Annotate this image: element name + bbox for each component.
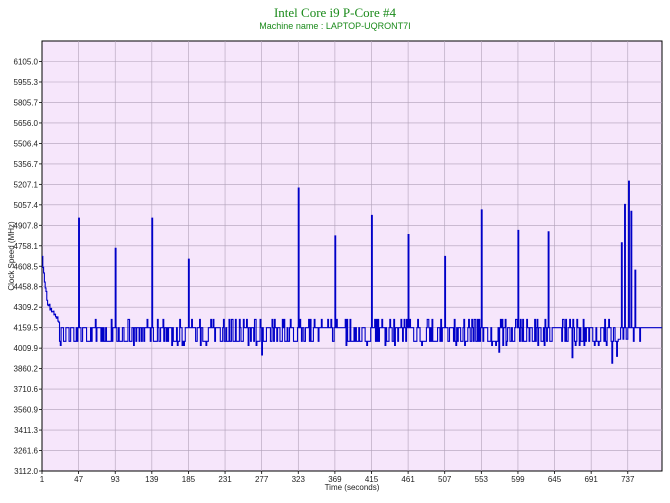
y-tick-label: 4758.1: [14, 242, 39, 251]
x-tick-label: 415: [365, 475, 379, 484]
y-tick-label: 4009.9: [14, 344, 39, 353]
chart-subtitle: Machine name : LAPTOP-UQRONT7I: [259, 21, 410, 31]
y-axis-ticks: 3112.0 3261.6 3411.3 3560.9 3710.6 3860.2 4009…: [14, 58, 42, 476]
x-tick-label: 553: [475, 475, 489, 484]
y-tick-label: 3261.6: [14, 447, 39, 456]
grid-lines: [42, 41, 662, 471]
y-tick-label: 4458.8: [14, 283, 39, 292]
x-tick-label: 461: [401, 475, 415, 484]
y-tick-label: 5207.1: [14, 180, 39, 189]
plot-area: [41, 40, 663, 472]
x-tick-label: 47: [74, 475, 83, 484]
y-tick-label: 3860.2: [14, 365, 39, 374]
y-tick-label: 5656.0: [14, 119, 39, 128]
y-tick-label: 3560.9: [14, 406, 39, 415]
x-tick-label: 507: [438, 475, 452, 484]
y-tick-label: 4907.8: [14, 221, 39, 230]
y-tick-label: 5356.7: [14, 160, 39, 169]
x-tick-label: 369: [328, 475, 342, 484]
y-tick-label: 3710.6: [14, 385, 39, 394]
x-tick-label: 93: [111, 475, 120, 484]
y-tick-label: 3411.3: [14, 426, 38, 435]
x-tick-label: 277: [255, 475, 269, 484]
x-tick-label: 231: [218, 475, 232, 484]
y-tick-label: 5506.4: [14, 139, 39, 148]
y-tick-label: 5955.3: [14, 78, 39, 87]
x-axis-title: Time (seconds): [325, 483, 380, 492]
x-axis-ticks: 1 47 93 139 185 231 277 323 369 415 461 507 553 599 64…: [40, 471, 635, 484]
x-tick-label: 139: [145, 475, 159, 484]
series-line: [42, 180, 662, 364]
x-tick-label: 185: [182, 475, 196, 484]
x-tick-label: 1: [40, 475, 45, 484]
y-tick-label: 5805.7: [14, 98, 39, 107]
x-tick-label: 691: [584, 475, 598, 484]
x-tick-label: 737: [621, 475, 635, 484]
series-layer: [42, 180, 662, 364]
x-tick-label: 645: [548, 475, 562, 484]
y-tick-label: 4159.5: [14, 324, 39, 333]
x-tick-label: 599: [511, 475, 525, 484]
x-tick-label: 323: [292, 475, 306, 484]
y-tick-label: 5057.4: [14, 201, 39, 210]
y-tick-label: 6105.0: [14, 58, 39, 67]
y-axis-title: Clock Speed (MHz): [7, 221, 16, 291]
y-tick-label: 4608.5: [14, 262, 39, 271]
chart-title: Intel Core i9 P-Core #4: [274, 5, 397, 20]
y-tick-label: 4309.2: [14, 303, 39, 312]
y-tick-label: 3112.0: [14, 467, 38, 476]
